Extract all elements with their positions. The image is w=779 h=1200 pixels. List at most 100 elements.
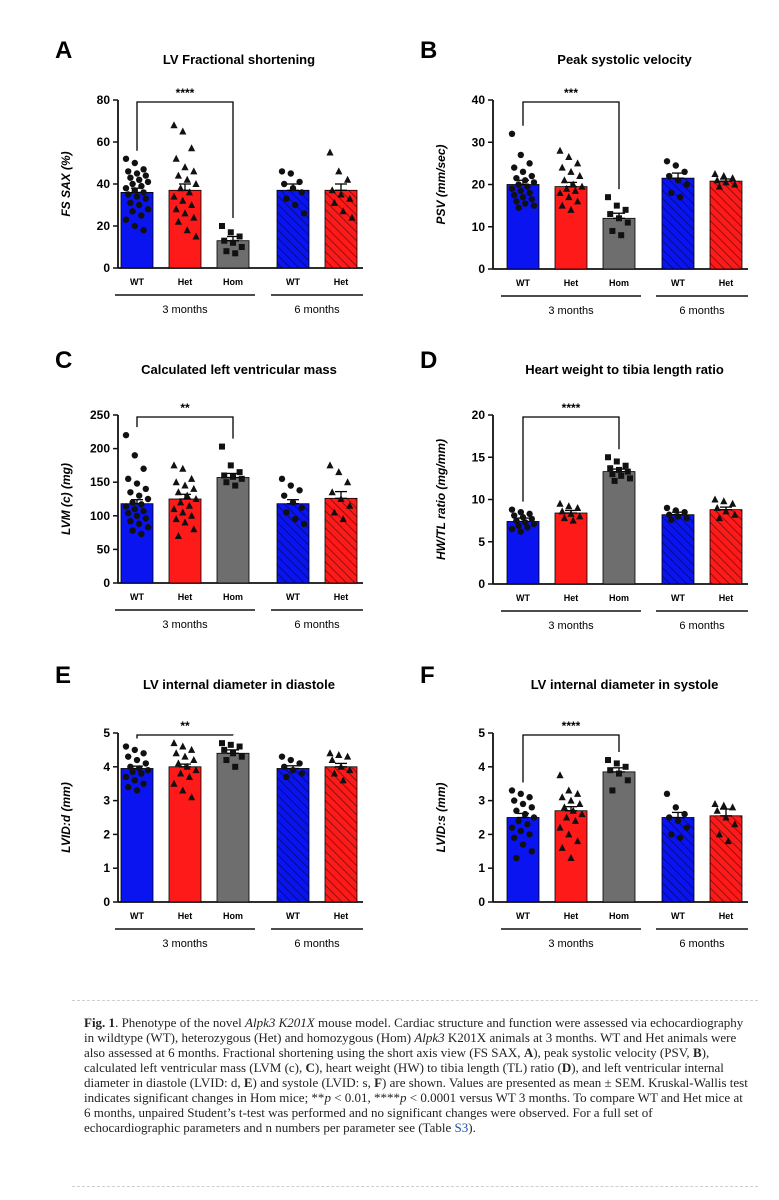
data-point — [576, 172, 584, 180]
data-point — [172, 478, 180, 486]
data-point — [190, 484, 198, 492]
group-label: 3 months — [548, 305, 594, 317]
data-point — [677, 193, 684, 201]
data-point — [567, 509, 575, 517]
data-point — [287, 756, 294, 764]
data-point — [607, 767, 614, 774]
y-axis-label: LVM (c) (mg) — [59, 463, 73, 535]
data-point — [668, 831, 675, 838]
x-category-label: WT — [671, 593, 685, 603]
data-point — [142, 172, 149, 179]
data-point — [672, 162, 679, 169]
data-point — [278, 753, 286, 760]
data-point — [677, 834, 684, 841]
data-point — [515, 522, 522, 529]
data-point — [142, 485, 149, 493]
data-point — [508, 824, 516, 831]
group-label: 6 months — [679, 305, 725, 317]
data-point — [142, 760, 149, 767]
x-category-label: Hom — [223, 277, 243, 287]
data-point — [127, 517, 134, 525]
data-point — [683, 514, 690, 522]
data-point — [300, 210, 308, 217]
y-tick-label: 1 — [103, 861, 110, 875]
group-label: 6 months — [679, 938, 725, 950]
group-label: 3 months — [162, 304, 208, 316]
data-point — [131, 187, 138, 194]
significance-label: **** — [562, 401, 581, 415]
data-point — [624, 468, 631, 475]
chart-title: LV Fractional shortening — [163, 52, 315, 67]
data-point — [344, 478, 352, 486]
x-category-label: Het — [719, 278, 734, 288]
data-point — [616, 466, 622, 473]
caption-text: ), heart weight (HW) to tibia length (TL… — [314, 1060, 562, 1075]
data-point — [348, 213, 356, 221]
x-category-label: Het — [719, 911, 734, 921]
data-point — [681, 810, 688, 818]
data-point — [142, 515, 149, 522]
chart-title: LV internal diameter in diastole — [143, 677, 335, 692]
data-point — [609, 471, 616, 478]
data-point — [127, 199, 134, 207]
data-point — [515, 204, 522, 211]
data-point — [622, 462, 629, 469]
data-point — [574, 503, 582, 511]
y-tick-label: 15 — [472, 450, 486, 464]
data-point — [674, 177, 682, 184]
data-point — [713, 176, 721, 184]
data-point — [283, 195, 290, 202]
data-point — [574, 197, 582, 205]
data-point — [607, 211, 614, 218]
y-tick-label: 20 — [97, 219, 111, 233]
data-point — [122, 216, 130, 223]
significance-label: **** — [562, 719, 581, 733]
caption-panel-ref: A — [523, 1045, 534, 1060]
bar-het — [324, 766, 358, 903]
data-point — [528, 196, 535, 203]
data-point — [138, 212, 145, 219]
panel-letter: A — [55, 37, 72, 64]
data-point — [563, 813, 571, 821]
data-point — [607, 465, 614, 472]
y-tick-label: 40 — [472, 93, 486, 107]
chart-E: E LV internal diameter in diastole 0 1 2 3 4 5 L… — [55, 662, 363, 950]
data-point — [190, 756, 198, 764]
data-point — [508, 130, 516, 137]
data-point — [170, 121, 178, 129]
data-point — [337, 495, 345, 502]
data-point — [517, 187, 524, 195]
data-point — [129, 768, 136, 776]
y-tick-label: 5 — [478, 535, 485, 549]
data-point — [183, 226, 191, 234]
data-point — [223, 479, 230, 486]
x-category-label: WT — [671, 278, 685, 288]
data-point — [337, 190, 345, 198]
y-tick-label: 0 — [103, 576, 110, 590]
data-point — [136, 492, 143, 499]
data-point — [571, 816, 579, 824]
x-category-label: WT — [286, 911, 300, 921]
data-point — [142, 195, 149, 202]
data-point — [183, 175, 191, 183]
data-point — [666, 172, 673, 180]
data-point — [136, 765, 143, 772]
data-point — [192, 232, 200, 240]
table-s3-link[interactable]: S3 — [454, 1120, 469, 1135]
data-point — [511, 797, 518, 804]
data-point — [556, 499, 564, 507]
data-point — [344, 752, 352, 760]
data-point — [731, 820, 739, 828]
data-point — [281, 492, 288, 499]
panel-E: E LV internal diameter in diastole 0 1 2 3 4 5 L… — [40, 660, 370, 950]
significance-bracket — [136, 734, 234, 739]
panel-B: B Peak systolic velocity 0 10 20 30 40 PSV (mm/… — [405, 35, 748, 325]
data-point — [515, 817, 522, 825]
figure-caption: Fig. 1. Phenotype of the novel Alpk3 K20… — [84, 1015, 748, 1135]
data-point — [720, 497, 728, 505]
data-point — [140, 780, 147, 787]
y-tick-label: 5 — [478, 726, 485, 740]
data-point — [346, 766, 354, 774]
data-point — [179, 786, 187, 794]
data-point — [674, 817, 682, 825]
